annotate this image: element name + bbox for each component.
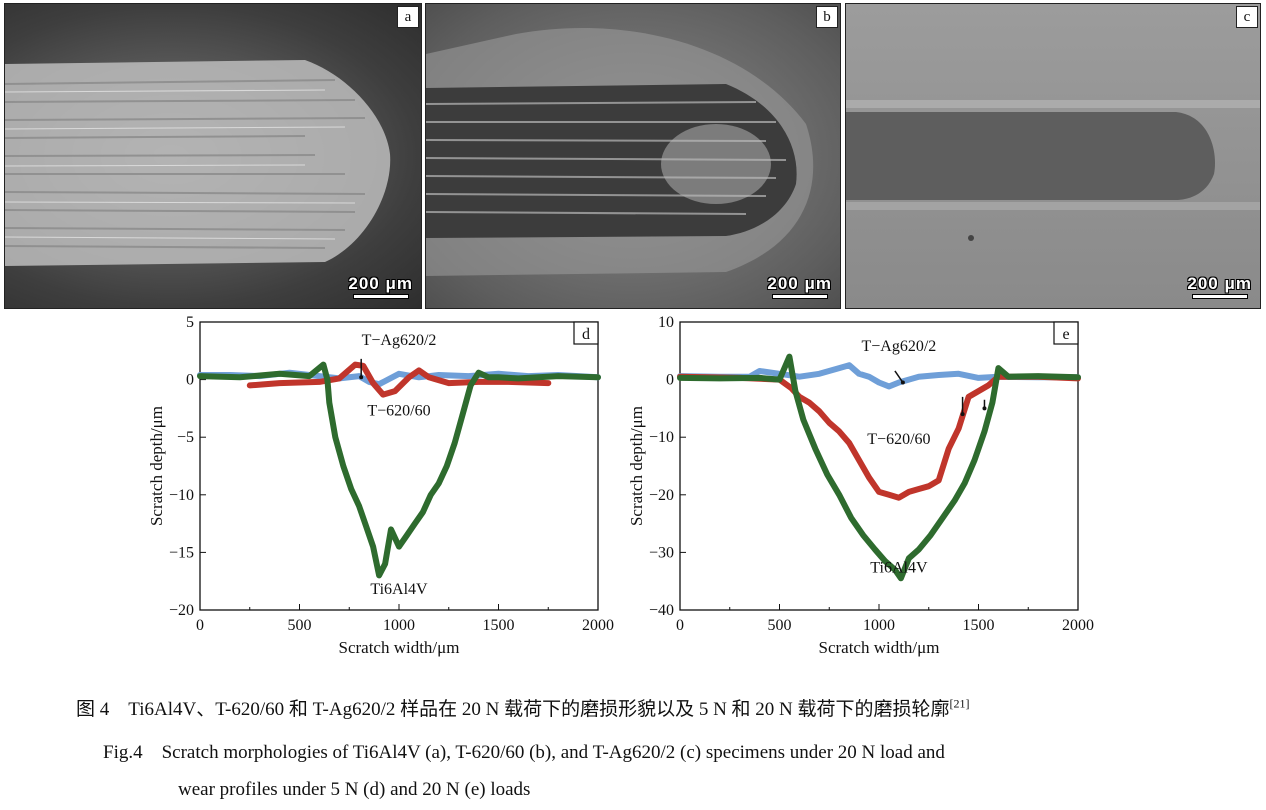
scale-bar-label-b: 200 μm — [767, 274, 832, 293]
chart-e-arrow-head — [982, 406, 987, 411]
scratch-texture-c — [846, 100, 1260, 241]
chart-d-annotation: T−Ag620/2 — [362, 332, 437, 349]
chart-e-arrow — [894, 370, 904, 383]
caption-english-line2: wear profiles under 5 N (d) and 20 N (e)… — [178, 779, 531, 800]
chart-e-ytick-label: −10 — [649, 429, 674, 446]
chart-e-arrow-head — [900, 380, 905, 385]
chart-e-series-t-620-60 — [677, 373, 1081, 501]
chart-e-ylabel: Scratch depth/μm — [627, 406, 646, 526]
chart-d-ylabel: Scratch depth/μm — [147, 406, 166, 526]
chart-d-arrow-head — [359, 375, 364, 380]
depth-profile-chart-d: 0 500 1000 1500 2000 5 0 −5 −10 −15 −20 Scratch wid… — [147, 314, 614, 657]
chart-e-xtick-label: 0 — [676, 617, 684, 634]
chart-d-ytick-label: −15 — [169, 544, 194, 561]
chart-e-panel-label: e — [1062, 326, 1069, 343]
chart-d-annotation: Ti6Al4V — [370, 581, 428, 598]
micrograph-a: a 200 μm — [4, 3, 422, 309]
chart-e-panel-label-box — [1053, 321, 1079, 345]
chart-e-xlabel: Scratch width/μm — [818, 638, 939, 657]
chart-d-xtick-label: 1500 — [483, 617, 515, 634]
chart-e-series-t-ag620-2 — [677, 362, 1081, 390]
chart-d-panel-label: d — [582, 326, 590, 343]
micrograph-c: c 200 μm — [845, 3, 1261, 309]
chart-e-xtick-label: 1500 — [963, 617, 995, 634]
chart-d-ytick-label: −10 — [169, 487, 194, 504]
chart-d-ytick-label: 0 — [186, 372, 194, 389]
chart-e-ytick-label: −40 — [649, 602, 674, 619]
chart-e-ytick-label: 10 — [658, 314, 674, 331]
panel-label-c: c — [1236, 6, 1258, 28]
chart-e-xtick-label: 2000 — [1062, 617, 1094, 634]
micrograph-b: b 200 μm — [425, 3, 841, 309]
caption-english-line1: Fig.4 Scratch morphologies of Ti6Al4V (a… — [103, 742, 945, 763]
chart-e-ytick-label: 0 — [666, 372, 674, 389]
chart-d-ytick-label: 5 — [186, 314, 194, 331]
depth-profile-chart-e: 0 500 1000 1500 2000 10 0 −10 −20 −30 −40 Scratch w… — [627, 314, 1094, 657]
chart-e-annotation: Ti6Al4V — [870, 560, 928, 577]
chart-d-xlabel: Scratch width/μm — [338, 638, 459, 657]
panel-label-b: b — [816, 6, 838, 28]
chart-d-xtick-label: 500 — [288, 617, 312, 634]
chart-d-annotation: T−620/60 — [367, 402, 430, 419]
chart-d-series-ti6al4v — [197, 361, 601, 579]
chart-d-xtick-label: 1000 — [383, 617, 415, 634]
caption-reference: [21] — [949, 696, 970, 711]
scratch-texture-b — [426, 28, 814, 276]
scale-bar-a — [353, 294, 409, 299]
chart-e-annotation: T−Ag620/2 — [862, 338, 937, 355]
scale-bar-label-a: 200 μm — [348, 274, 413, 293]
chart-e-arrow-head — [960, 412, 965, 417]
scale-bar-b — [772, 294, 828, 299]
scale-bar-label-c: 200 μm — [1187, 274, 1252, 293]
chart-e-ytick-label: −20 — [649, 487, 674, 504]
chart-e-ytick-label: −30 — [649, 544, 674, 561]
chart-e-annotation: T−620/60 — [867, 431, 930, 448]
caption-chinese-text: 图 4 Ti6Al4V、T-620/60 和 T-Ag620/2 样品在 20 … — [76, 699, 950, 720]
chart-e-xtick-label: 500 — [768, 617, 792, 634]
panel-label-a: a — [397, 6, 419, 28]
chart-e-series-ti6al4v — [677, 353, 1081, 582]
scratch-texture-a — [5, 60, 391, 266]
chart-e-xtick-label: 1000 — [863, 617, 895, 634]
chart-d-panel-label-box — [573, 321, 599, 345]
caption-chinese: 图 4 Ti6Al4V、T-620/60 和 T-Ag620/2 样品在 20 … — [76, 694, 970, 721]
chart-d-xtick-label: 0 — [196, 617, 204, 634]
chart-d-xtick-label: 2000 — [582, 617, 614, 634]
chart-d-ytick-label: −5 — [177, 429, 194, 446]
scale-bar-c — [1192, 294, 1248, 299]
chart-d-ytick-label: −20 — [169, 602, 194, 619]
chart-d-frame — [199, 321, 599, 611]
